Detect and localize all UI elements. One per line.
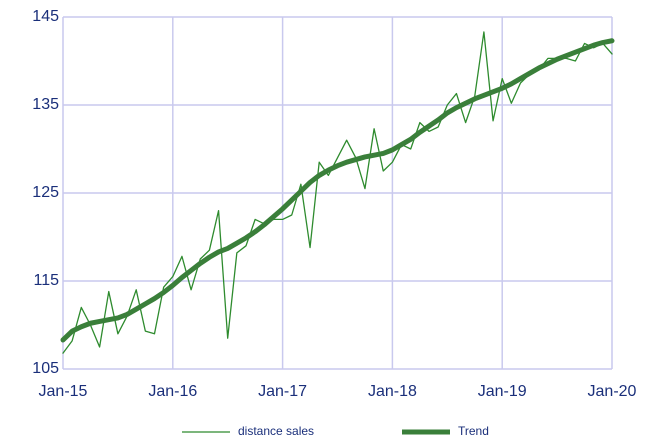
y-tick-label: 115 (33, 272, 59, 289)
y-tick-label: 145 (32, 8, 59, 25)
series-line (62, 31, 613, 354)
legend-label: Trend (458, 424, 489, 438)
y-tick-label: 125 (32, 184, 59, 201)
x-tick-label: Jan-15 (39, 383, 88, 400)
x-tick-label: Jan-20 (588, 383, 637, 400)
x-tick-label: Jan-17 (258, 383, 307, 400)
x-tick-label: Jan-19 (478, 383, 527, 400)
x-tick-label: Jan-16 (148, 383, 197, 400)
y-tick-label: 105 (32, 360, 59, 377)
x-tick-label: Jan-18 (368, 383, 417, 400)
series-line (60, 38, 615, 343)
legend-label: distance sales (238, 424, 314, 438)
y-tick-label: 135 (32, 96, 59, 113)
